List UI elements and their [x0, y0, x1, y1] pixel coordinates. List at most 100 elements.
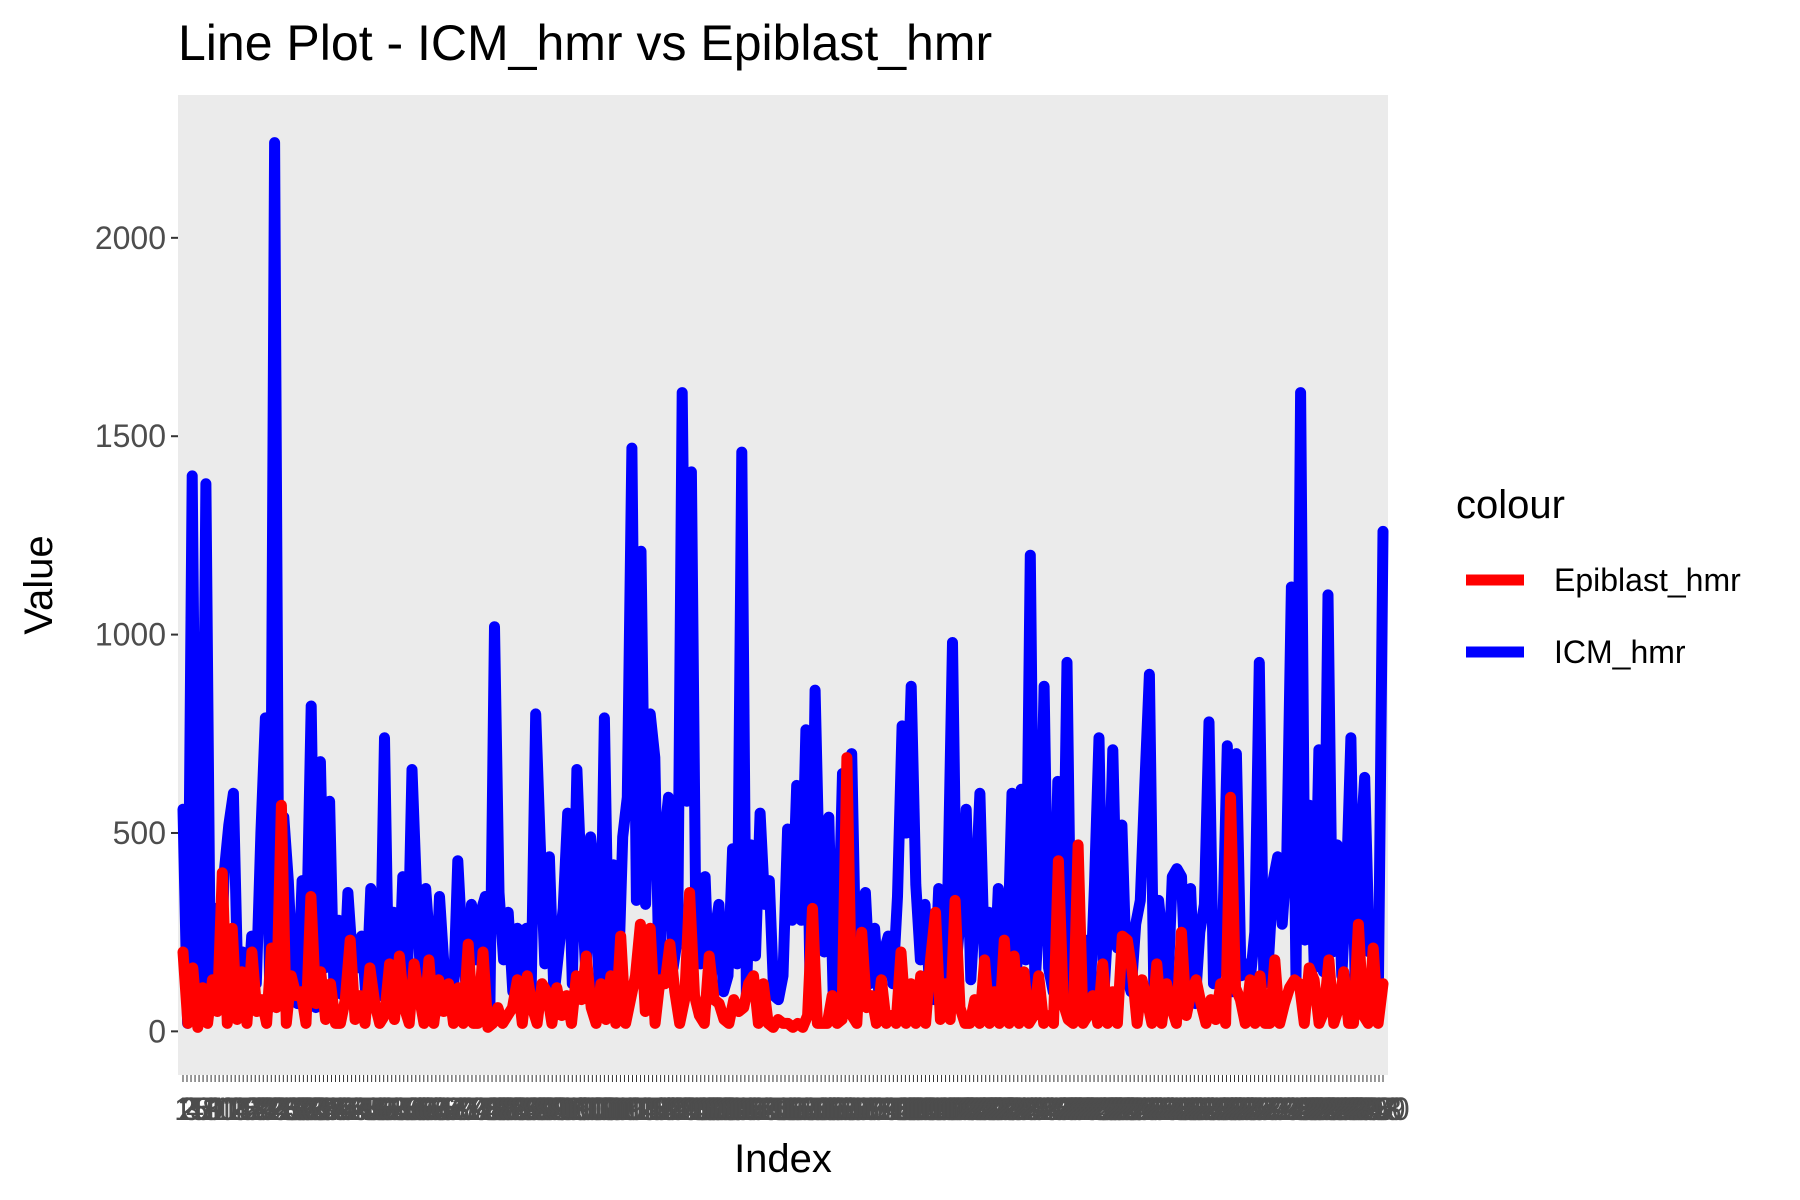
x-tick-label: 215 — [1015, 1091, 1068, 1127]
x-tick-label: 293 — [1328, 1091, 1381, 1127]
x-tick-label: 101 — [558, 1091, 611, 1127]
x-tick-label: 172 — [843, 1091, 896, 1127]
x-tick-label: 134 — [690, 1091, 743, 1127]
x-tick-label: 168 — [827, 1091, 880, 1127]
x-tick-label: 41 — [326, 1091, 362, 1127]
x-tick-label: 299 — [1352, 1091, 1405, 1127]
x-tick-label: 194 — [931, 1091, 984, 1127]
x-tick-label: 13 — [213, 1091, 249, 1127]
x-tick-label: 270 — [1236, 1091, 1289, 1127]
x-tick-label: 185 — [895, 1091, 948, 1127]
x-tick-label: 275 — [1256, 1091, 1309, 1127]
x-tick-label: 95 — [542, 1091, 578, 1127]
x-tick-label: 58 — [394, 1091, 430, 1127]
x-tick-label: 202 — [963, 1091, 1016, 1127]
x-tick-label: 129 — [670, 1091, 723, 1127]
x-tick-label: 115 — [615, 1091, 666, 1127]
legend-title: colour — [1456, 483, 1565, 527]
x-tick-label: 20 — [241, 1091, 277, 1127]
x-tick-label: 80 — [482, 1091, 518, 1127]
series-line-epiblast-hmr — [177, 752, 1389, 1033]
x-tick-label: 165 — [814, 1091, 867, 1127]
x-tick-label: 66 — [426, 1091, 462, 1127]
x-tick-label: 35 — [302, 1091, 338, 1127]
x-tick-label: 43 — [334, 1091, 370, 1127]
x-tick-label: 70 — [442, 1091, 478, 1127]
x-tick-label: 122 — [642, 1091, 695, 1127]
x-tick-label: 228 — [1067, 1091, 1120, 1127]
x-tick-label: 209 — [991, 1091, 1044, 1127]
x-tick-label: 18 — [233, 1091, 269, 1127]
x-tick-label: 210 — [995, 1091, 1048, 1127]
x-tick-label: 137 — [702, 1091, 755, 1127]
x-tick-label: 198 — [947, 1091, 1000, 1127]
x-tick-label: 250 — [1156, 1091, 1209, 1127]
x-tick-label: 265 — [1216, 1091, 1269, 1127]
x-tick-label: 257 — [1184, 1091, 1237, 1127]
x-tick-label: 214 — [1011, 1091, 1064, 1127]
x-tick-label: 135 — [694, 1091, 747, 1127]
x-tick-label: 236 — [1099, 1091, 1152, 1127]
x-tick-label: 40 — [322, 1091, 358, 1127]
y-tick-label: 500 — [113, 815, 166, 851]
y-axis-title: Value — [17, 535, 61, 634]
x-tick-label: 152 — [762, 1091, 815, 1127]
x-tick-label: 182 — [883, 1091, 936, 1127]
x-tick-label: 110 — [595, 1091, 646, 1127]
x-axis: 1234567891011121314151617181920212223242… — [174, 1075, 1410, 1127]
x-tick-label: 46 — [346, 1091, 382, 1127]
x-tick-label: 241 — [1120, 1091, 1173, 1127]
x-tick-label: 61 — [406, 1091, 442, 1127]
x-tick-label: 98 — [555, 1091, 591, 1127]
x-tick-label: 27 — [270, 1091, 306, 1127]
x-tick-label: 143 — [726, 1091, 779, 1127]
x-tick-label: 112 — [603, 1091, 654, 1127]
x-tick-label: 29 — [278, 1091, 314, 1127]
x-tick-label: 193 — [927, 1091, 980, 1127]
x-tick-label: 294 — [1332, 1091, 1385, 1127]
x-tick-label: 278 — [1268, 1091, 1321, 1127]
x-tick-label: 14 — [217, 1091, 253, 1127]
x-tick-label: 296 — [1340, 1091, 1393, 1127]
x-tick-label: 60 — [402, 1091, 438, 1127]
x-tick-label: 292 — [1324, 1091, 1377, 1127]
x-tick-label: 3 — [182, 1091, 200, 1127]
x-tick-label: 107 — [582, 1091, 635, 1127]
x-tick-label: 218 — [1027, 1091, 1080, 1127]
x-tick-label: 81 — [486, 1091, 522, 1127]
x-tick-label: 144 — [730, 1091, 783, 1127]
x-tick-label: 232 — [1083, 1091, 1136, 1127]
x-tick-label: 24 — [258, 1091, 294, 1127]
x-tick-label: 188 — [907, 1091, 960, 1127]
x-tick-label: 235 — [1095, 1091, 1148, 1127]
x-tick-label: 238 — [1107, 1091, 1160, 1127]
x-tick-label: 177 — [863, 1091, 916, 1127]
x-tick-label: 142 — [722, 1091, 775, 1127]
x-tick-label: 207 — [983, 1091, 1036, 1127]
x-tick-label: 72 — [450, 1091, 486, 1127]
x-tick-label: 288 — [1308, 1091, 1361, 1127]
x-tick-label: 277 — [1264, 1091, 1317, 1127]
x-tick-label: 108 — [586, 1091, 639, 1127]
x-tick-label: 9 — [206, 1091, 224, 1127]
x-tick-label: 47 — [350, 1091, 386, 1127]
x-tick-label: 86 — [506, 1091, 542, 1127]
x-tick-label: 281 — [1280, 1091, 1333, 1127]
x-tick-label: 166 — [819, 1091, 872, 1127]
x-tick-label: 205 — [975, 1091, 1028, 1127]
x-tick-label: 197 — [943, 1091, 996, 1127]
x-tick-label: 261 — [1200, 1091, 1253, 1127]
x-tick-label: 140 — [714, 1091, 767, 1127]
x-tick-label: 233 — [1087, 1091, 1140, 1127]
x-tick-label: 204 — [971, 1091, 1024, 1127]
x-tick-label: 52 — [370, 1091, 406, 1127]
x-tick-label: 254 — [1172, 1091, 1225, 1127]
x-tick-label: 145 — [734, 1091, 787, 1127]
x-tick-label: 74 — [458, 1091, 494, 1127]
y-tick-label: 0 — [148, 1013, 166, 1049]
x-tick-label: 71 — [446, 1091, 482, 1127]
x-tick-label: 67 — [430, 1091, 466, 1127]
x-tick-label: 90 — [522, 1091, 558, 1127]
x-tick-label: 73 — [454, 1091, 490, 1127]
x-tick-label: 149 — [750, 1091, 803, 1127]
